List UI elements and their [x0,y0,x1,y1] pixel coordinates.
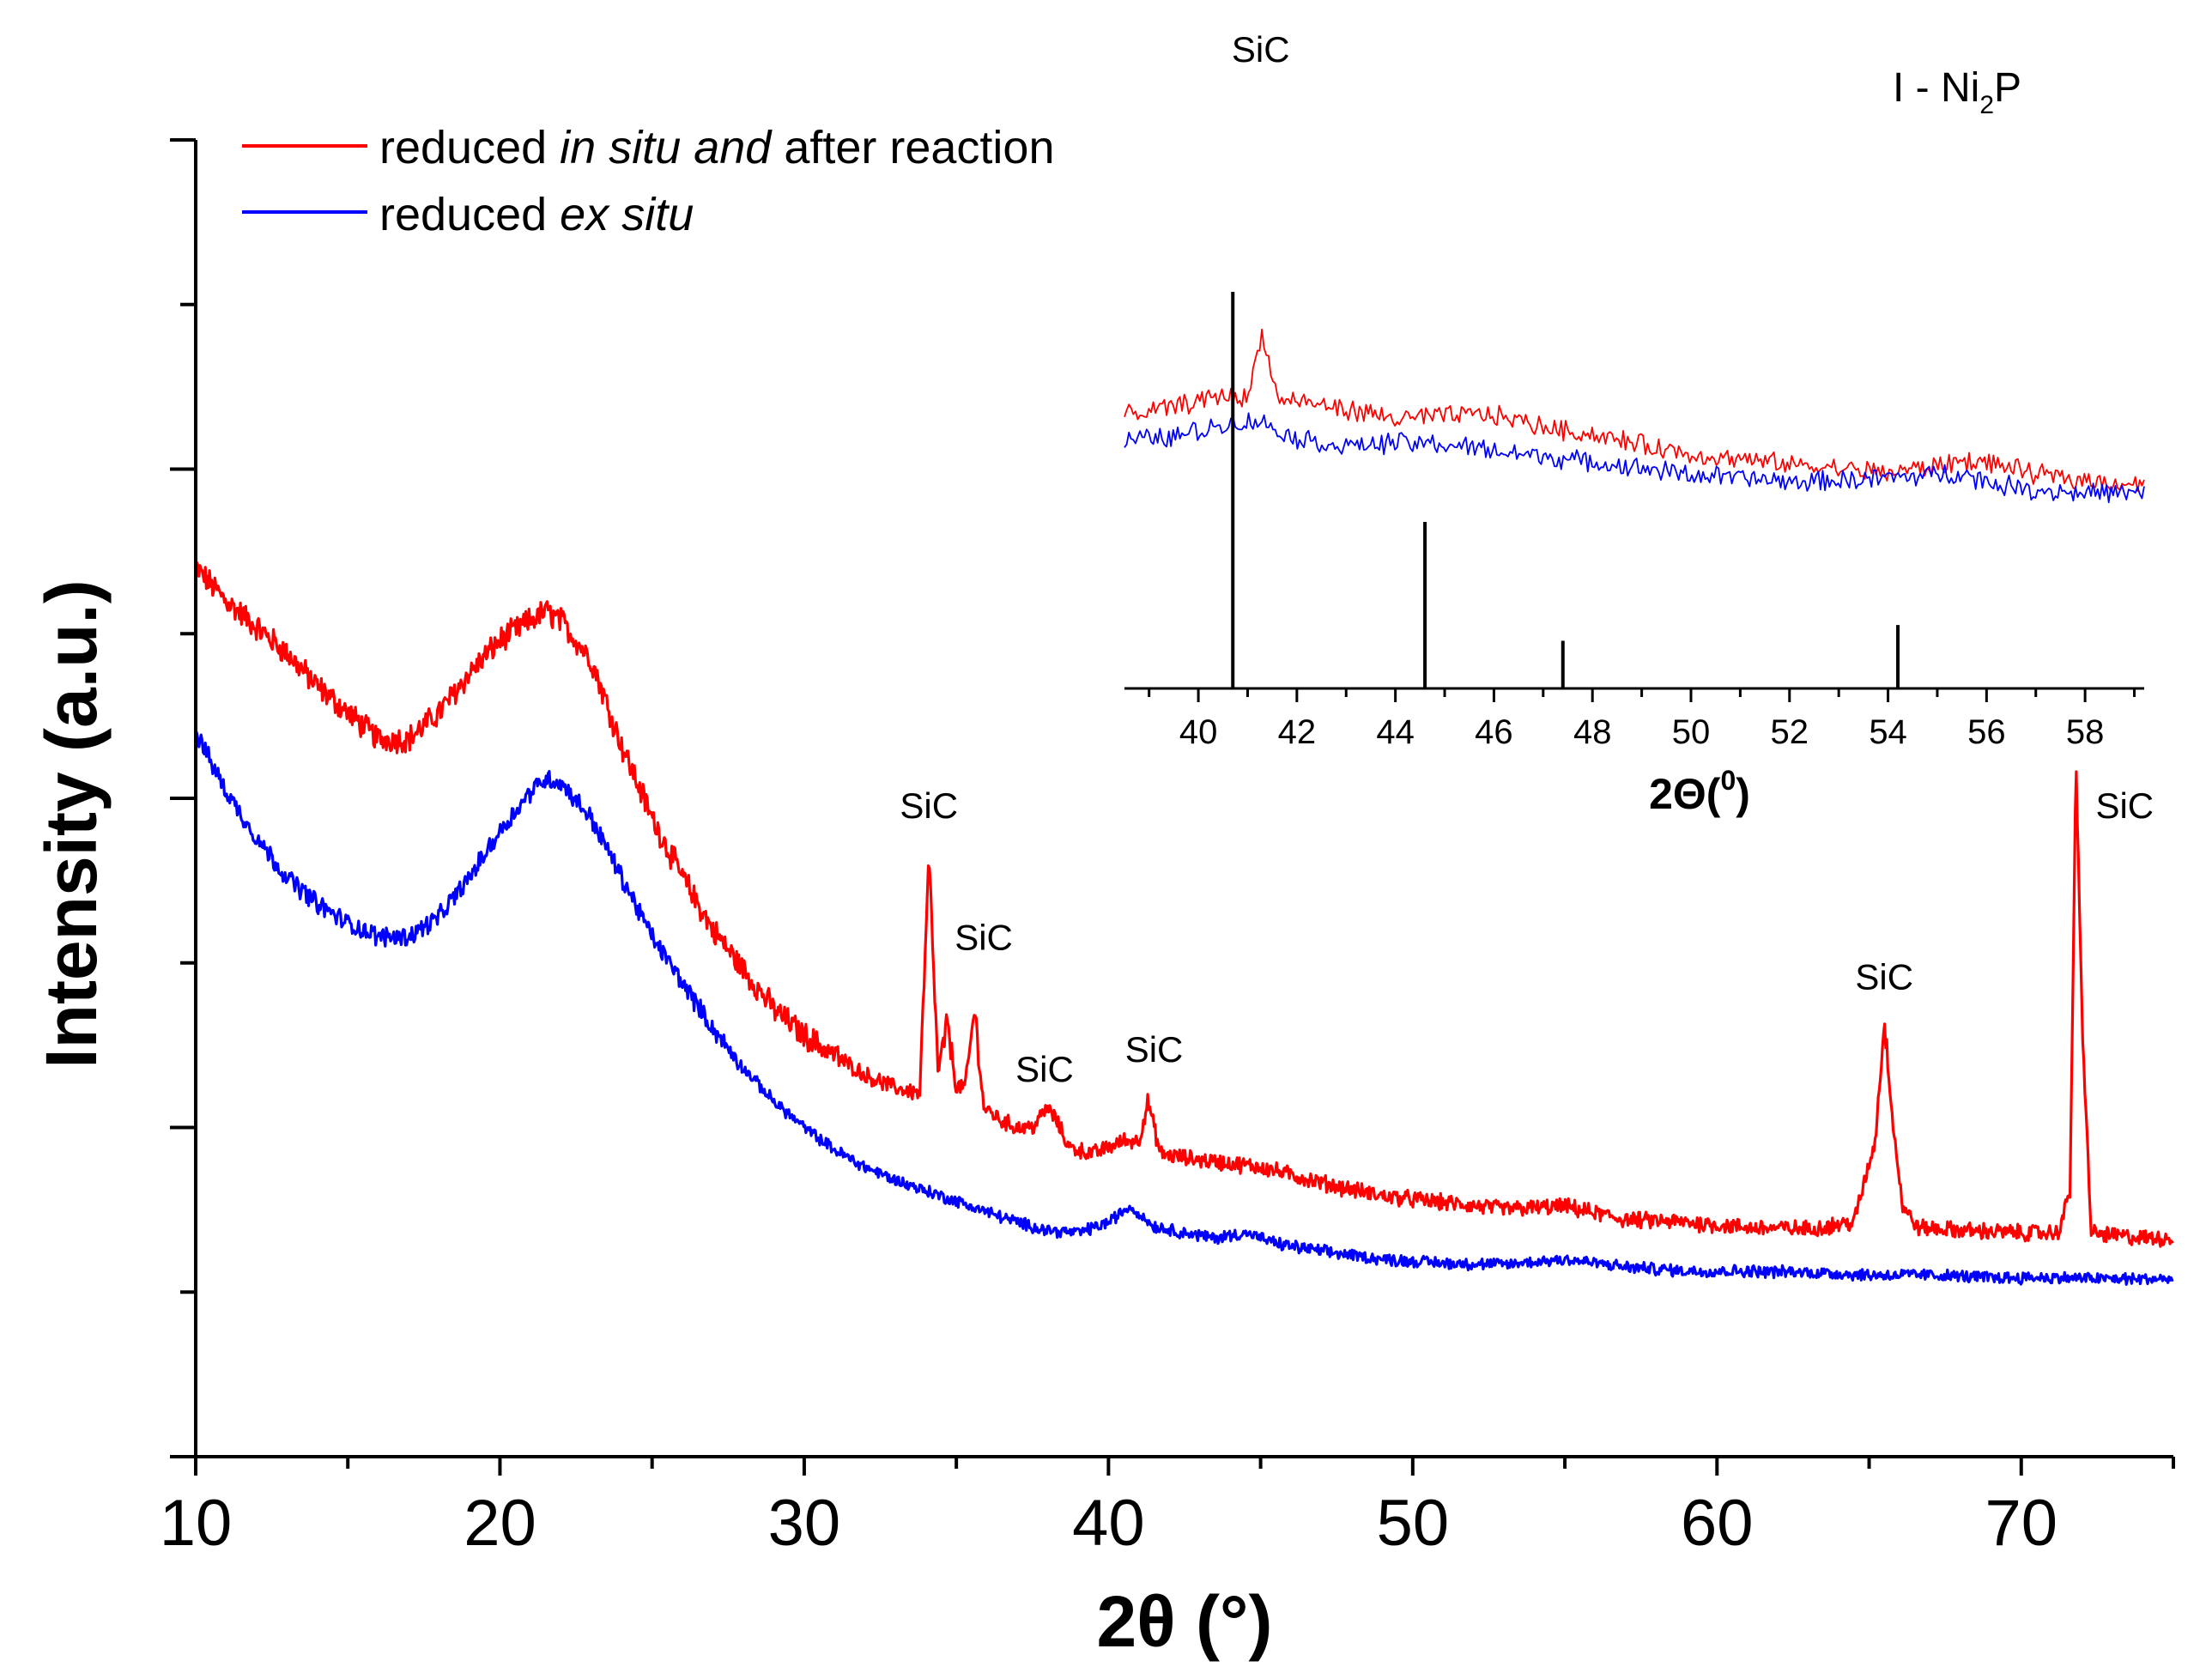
inset-x-tick-label: 54 [1869,713,1907,751]
inset-series-line-red [1124,328,2145,493]
main-series-line-blue [194,730,2174,1286]
inset-x-tick-label: 44 [1376,713,1415,751]
main-series-group [194,561,2174,1286]
inset-x-tick-label: 42 [1278,713,1317,751]
main-annotation: SiC [1015,1049,1074,1089]
inset-reference-sticks [1231,292,1900,688]
main-x-tick-label: 40 [1072,1487,1145,1560]
inset-x-tick-label: 58 [2066,713,2105,751]
main-x-tick-label: 10 [160,1487,233,1560]
main-x-ticks: 10 20 30 40 50 60 70 [160,1457,2175,1560]
main-annotation: SiC [1855,956,1913,997]
main-series-line-red [194,561,2174,1248]
main-annotations: SiC SiC SiC SiC SiC SiC [900,785,2154,1089]
inset-phase-label: I - Ni2P [1893,65,2021,119]
main-annotation: SiC [2095,785,2154,826]
inset-x-tick-label: 56 [1967,713,2006,751]
inset-x-tick-label: 50 [1672,713,1711,751]
inset-chart: 40 42 44 46 48 50 52 54 56 58 SiC 2Θ(0) I - Ni2P [1124,29,2145,818]
main-chart: 10 20 30 40 50 60 70 SiC SiC SiC SiC SiC SiC 2θ (°)… [31,122,2175,1662]
main-x-tick-label: 60 [1681,1487,1754,1560]
inset-series-group [1124,328,2145,504]
main-annotation: SiC [954,917,1013,957]
legend-label-red: reduced in situ and after reaction [379,122,1055,173]
inset-annotation: SiC [1232,29,1290,70]
inset-x-axis-title: 2Θ(0) [1649,765,1750,818]
main-x-tick-label: 30 [768,1487,841,1560]
legend: reduced in situ and after reaction reduc… [242,122,1055,240]
inset-x-tick-label: 46 [1475,713,1513,751]
inset-x-tick-label: 40 [1179,713,1218,751]
main-y-ticks [170,138,196,1458]
legend-label-blue: reduced ex situ [379,189,694,240]
inset-x-ticks: 40 42 44 46 48 50 52 54 56 58 [1148,688,2136,751]
main-annotation: SiC [1125,1029,1184,1070]
main-x-tick-label: 20 [464,1487,536,1560]
main-annotation: SiC [900,785,958,826]
main-x-tick-label: 50 [1377,1487,1450,1560]
main-x-axis-title: 2θ (°) [1097,1581,1273,1662]
inset-annotations: SiC [1232,29,1290,70]
inset-x-tick-label: 52 [1771,713,1809,751]
main-y-axis-title: Intensity (a.u.) [31,579,112,1068]
main-x-tick-label: 70 [1985,1487,2057,1560]
inset-x-tick-label: 48 [1573,713,1612,751]
inset-series-line-blue [1124,412,2145,504]
